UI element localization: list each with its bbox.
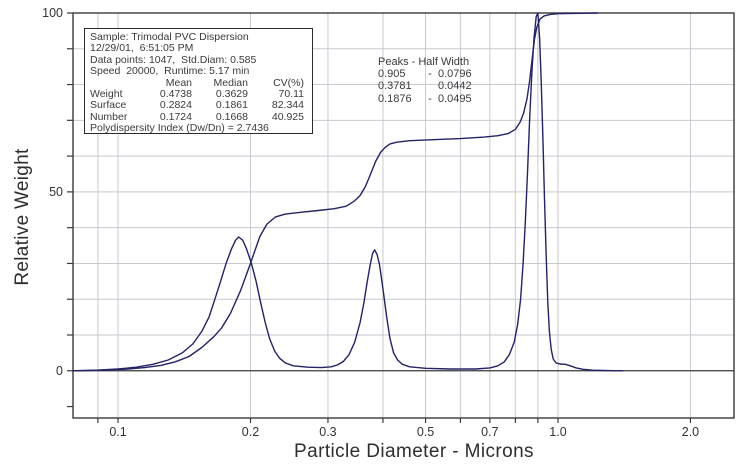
stat-value: 82.344 xyxy=(271,99,304,112)
peaks-header: Peaks - Half Width xyxy=(378,56,470,68)
x-tick-label: 0.1 xyxy=(109,425,126,439)
stat-value: 0.4738 xyxy=(159,88,192,101)
data-points-std-diam: Data points: 1047, Std.Diam: 0.585 xyxy=(90,53,257,66)
x-tick-label: 0.2 xyxy=(242,425,259,439)
half-width-value: 0.0442 xyxy=(438,80,472,93)
sample-info-box: Sample: Trimodal PVC Dispersion 12/29/01… xyxy=(84,28,313,134)
x-tick-label: 0.3 xyxy=(319,425,336,439)
peak-separator: - xyxy=(428,92,432,105)
stat-value: 40.925 xyxy=(271,110,304,123)
stat-value: 0.1861 xyxy=(215,99,248,112)
stat-header-cv: CV(%) xyxy=(273,76,304,89)
y-axis-title: Relative Weight xyxy=(12,148,33,286)
y-tick-label: 50 xyxy=(49,185,63,199)
peak-value: 0.1876 xyxy=(378,92,412,105)
x-tick-label: 2.0 xyxy=(682,425,699,439)
stat-header-median: Median xyxy=(213,76,248,89)
x-tick-label: 0.7 xyxy=(481,425,498,439)
stat-value: 0.1724 xyxy=(159,110,192,123)
stat-value: 0.2824 xyxy=(159,99,192,112)
cumulative-weight-percent-curve xyxy=(72,12,599,372)
stat-value: 0.3629 xyxy=(215,88,248,101)
peak-value: 0.905 xyxy=(378,68,406,81)
stat-row-label: Surface xyxy=(90,99,127,112)
differential-weight-distribution-curve xyxy=(72,12,623,372)
statistics-table: Mean Median CV(%) Weight 0.4738 0.3629 7… xyxy=(90,76,307,124)
y-tick-label: 100 xyxy=(42,6,63,20)
peak-separator xyxy=(422,80,438,92)
speed-runtime: Speed 20000, Runtime: 5.17 min xyxy=(90,65,250,78)
y-tick-label: 0 xyxy=(56,364,63,378)
stat-row-label: Weight xyxy=(90,88,123,101)
x-tick-label: 1.0 xyxy=(549,425,566,439)
sample-name: Sample: Trimodal PVC Dispersion xyxy=(90,31,249,43)
stat-value: 70.11 xyxy=(278,88,305,101)
polydispersity-index: Polydispersity Index (Dw/Dn) = 2.7436 xyxy=(90,122,269,135)
peak-separator: - xyxy=(428,68,432,81)
half-width-value: 0.0495 xyxy=(438,92,472,105)
peak-value: 0.3781 xyxy=(378,80,412,93)
peaks-half-width-box: Peaks - Half Width 0.905 - 0.0796 0.3781… xyxy=(378,56,498,105)
stat-row-label: Number xyxy=(90,110,128,123)
stat-value: 0.1668 xyxy=(215,110,248,123)
half-width-value: 0.0796 xyxy=(438,68,472,81)
stat-header-mean: Mean xyxy=(165,76,192,89)
peaks-table: 0.905 - 0.0796 0.3781 0.0442 0.1876 - 0.… xyxy=(378,68,498,105)
run-datetime: 12/29/01, 6:51:05 PM xyxy=(90,42,194,55)
x-axis-title: Particle Diameter - Microns xyxy=(294,441,534,462)
plot-frame xyxy=(72,12,735,419)
x-tick-label: 0.5 xyxy=(417,425,434,439)
